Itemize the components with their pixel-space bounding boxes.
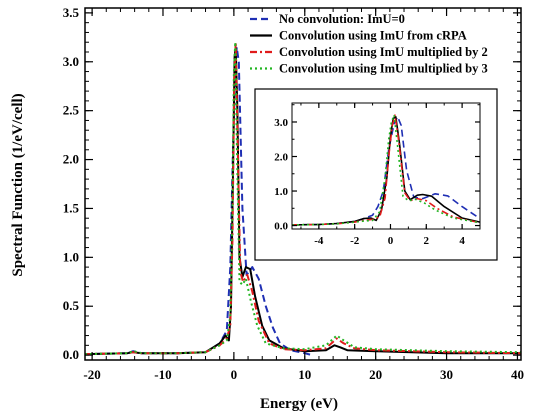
- legend-entry-2: Convolution using ImU multiplied by 2: [279, 45, 488, 59]
- inset-series-line-2: [291, 114, 481, 226]
- y-axis-label: Spectral Function (1/eV/cell): [10, 93, 26, 276]
- y-tick-label: 1.5: [63, 200, 80, 215]
- inset-series-group: [291, 114, 481, 226]
- x-tick-label: 0: [231, 367, 238, 382]
- inset-axes-group: -4 -2 0 2 4 0.0 1.0 2.0 3.0: [274, 102, 481, 247]
- legend-entry-1: Convolution using ImU from cRPA: [279, 29, 467, 43]
- inset-series-line-0: [291, 116, 481, 226]
- y-tick-label: 2.5: [63, 103, 80, 118]
- y-tick-label: 0.5: [63, 298, 80, 313]
- inset-x-tick-label: 4: [459, 235, 465, 247]
- x-tick-label: -20: [83, 367, 100, 382]
- inset-y-tick-label: 1.0: [274, 186, 288, 198]
- y-tick-label: 3.0: [63, 54, 79, 69]
- x-tick-label: 10: [298, 367, 311, 382]
- inset-x-tick-label: 2: [424, 235, 430, 247]
- inset-x-tick-label: -2: [350, 235, 360, 247]
- inset-x-tick-label: 0: [388, 235, 394, 247]
- legend-entry-3: Convolution using ImU multiplied by 3: [279, 62, 488, 76]
- inset-y-tick-label: 0.0: [274, 221, 288, 233]
- legend-entry-0: No convolution: ImU=0: [279, 12, 405, 26]
- inset-y-tick-label: 2.0: [274, 152, 288, 164]
- y-tick-label: 2.0: [63, 152, 79, 167]
- inset-plot-frame: [291, 102, 481, 230]
- inset-y-tick-label: 3.0: [274, 117, 288, 129]
- x-tick-label: 40: [511, 367, 524, 382]
- inset-series-line-3: [291, 114, 481, 226]
- inset-background: [254, 88, 498, 261]
- y-tick-label: 0.0: [63, 347, 79, 362]
- x-axis-label: Energy (eV): [260, 396, 338, 412]
- inset-x-tick-label: -4: [314, 235, 324, 247]
- plot-frame: [84, 7, 522, 361]
- y-tick-label: 3.5: [63, 5, 80, 20]
- main-axes-group: -20 -10 0 10 20 30 400.00.51.01.52.02.53.03.5: [63, 5, 524, 382]
- x-tick-label: 30: [440, 367, 453, 382]
- series-line-3: [84, 41, 522, 356]
- y-tick-label: 1.0: [63, 249, 79, 264]
- x-tick-label: 20: [369, 367, 382, 382]
- inset-chart: -4 -2 0 2 4 0.0 1.0 2.0 3.0: [254, 88, 498, 261]
- main-series-group: [84, 41, 522, 357]
- legend: No convolution: ImU=0 Convolution using I…: [250, 12, 488, 76]
- x-tick-label: -10: [154, 367, 171, 382]
